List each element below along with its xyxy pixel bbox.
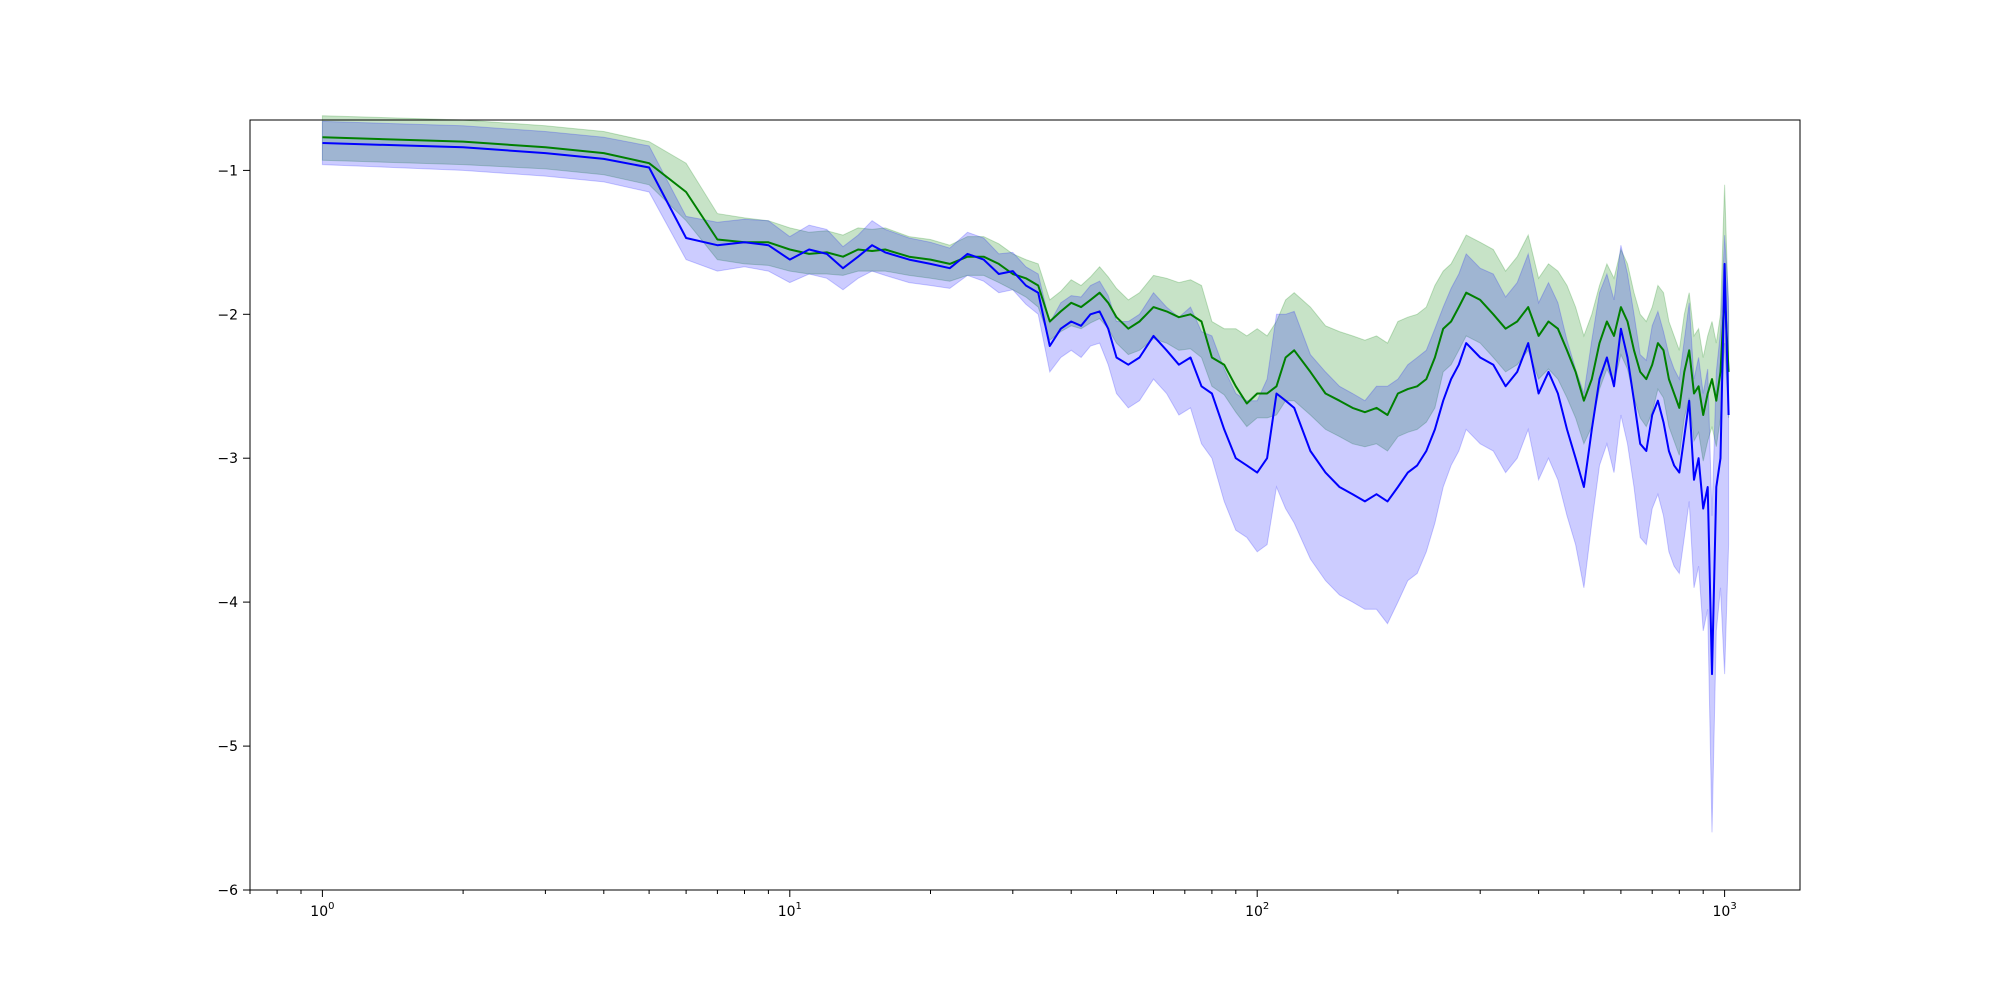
x-tick-label: 103 xyxy=(1712,901,1736,920)
series-lines xyxy=(322,136,1730,676)
x-tick-label: 100 xyxy=(310,901,334,920)
confidence-bands xyxy=(321,115,1730,833)
x-tick-label: 102 xyxy=(1245,901,1269,920)
y-axis: −1 −2 −3 −4 −5 −6 xyxy=(217,163,250,899)
series-2-band xyxy=(321,120,1730,833)
x-axis: 100 101 102 103 xyxy=(249,890,1737,920)
series-2-line xyxy=(322,142,1730,676)
y-tick-label: −5 xyxy=(217,739,238,755)
y-tick-label: −1 xyxy=(217,163,238,179)
y-tick-label: −6 xyxy=(217,883,238,899)
y-tick-label: −3 xyxy=(217,451,238,467)
series-1-line xyxy=(322,136,1730,416)
plot-area-frame xyxy=(249,119,1801,891)
x-tick-label: 101 xyxy=(778,901,802,920)
y-tick-label: −2 xyxy=(217,307,238,323)
series-1-band xyxy=(321,115,1730,462)
y-tick-label: −4 xyxy=(217,595,238,611)
